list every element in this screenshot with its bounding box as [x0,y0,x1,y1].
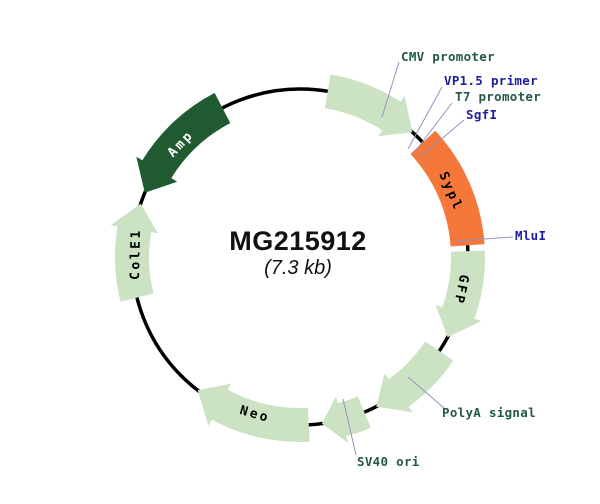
feature-arc-gfp [435,250,486,338]
feature-arc-amp [136,92,231,193]
label-vp1-5-primer: VP1.5 primer [444,73,538,88]
feature-label-gfp: GFP [450,273,471,306]
feature-arc-polya-signal [376,341,454,413]
leader-line-polya-signal [407,376,445,409]
leader-line-t7-promoter [413,102,453,154]
label-mlui: MluI [515,228,546,243]
feature-arc-cole1 [110,203,158,302]
leader-line-mlui [455,236,514,242]
label-sv40-ori: SV40 ori [357,454,420,469]
leader-line-cmv-promoter [381,61,400,118]
label-sgfi: SgfI [466,107,497,122]
feature-arc-sypl [410,130,485,247]
leader-line-sgfi [419,119,465,158]
leader-line-vp1-5-primer [407,86,443,150]
label-cmv-promoter: CMV promoter [401,49,495,64]
feature-arc-sv40-ori [321,396,371,443]
leader-line-sv40-ori [342,398,357,456]
feature-arc-neo [197,383,310,442]
label-t7-promoter: T7 promoter [455,89,541,104]
label-polya-signal: PolyA signal [442,405,536,420]
feature-arc-cmv-promoter [324,74,413,137]
feature-label-cole1: ColE1 [128,228,144,280]
